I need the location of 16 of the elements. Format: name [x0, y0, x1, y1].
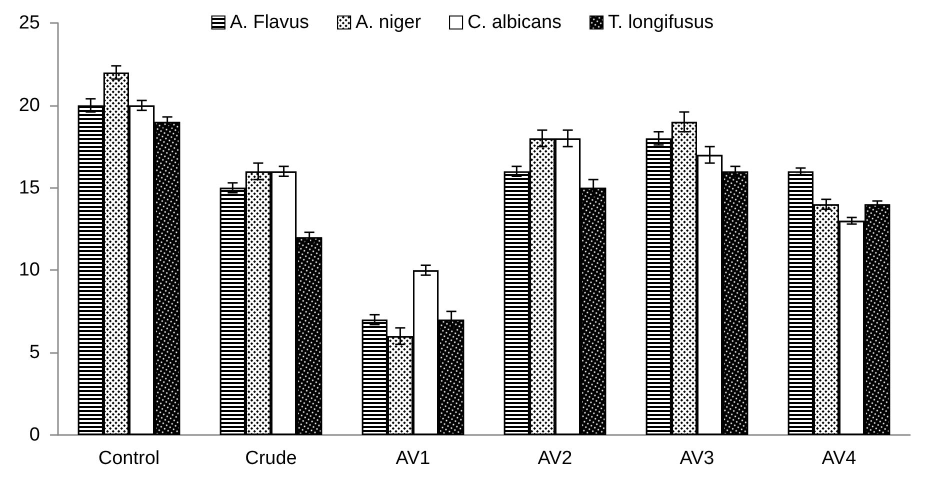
y-tick-label: 15: [18, 177, 40, 198]
x-tick-label: AV2: [538, 448, 572, 469]
legend-label: A. Flavus: [230, 12, 310, 33]
x-tick-label: Crude: [245, 448, 297, 469]
y-tick-label: 5: [29, 342, 40, 364]
y-tick-label: 25: [18, 12, 40, 34]
y-tick-label: 10: [18, 260, 40, 281]
y-tick-label: 0: [29, 424, 40, 446]
x-tick-label: AV4: [822, 448, 857, 469]
x-tick-label: AV3: [680, 448, 714, 469]
x-tick-label: Control: [98, 448, 160, 469]
legend-label: A. niger: [356, 12, 422, 33]
legend-label: C. albicans: [468, 12, 562, 33]
x-tick-label: AV1: [396, 448, 430, 469]
y-tick-label: 20: [18, 94, 40, 116]
legend-label: T. longifusus: [608, 12, 714, 33]
